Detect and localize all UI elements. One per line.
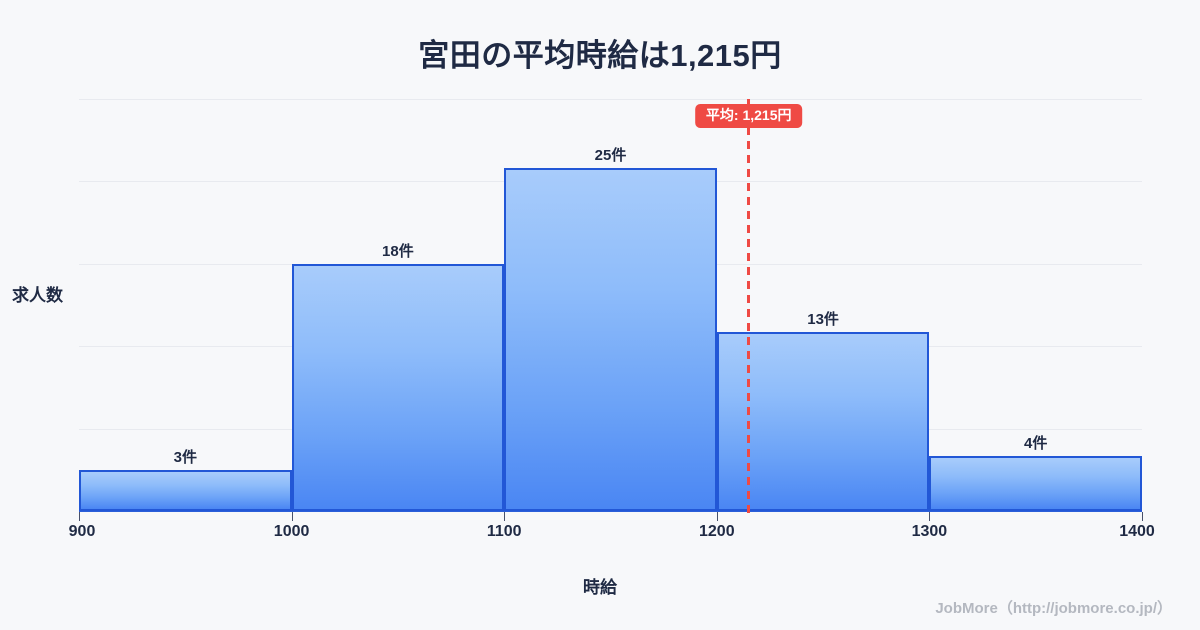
x-axis-tick-mark [929, 512, 931, 521]
average-badge: 平均: 1,215円 [694, 104, 803, 129]
bar[interactable] [291, 263, 505, 511]
bar[interactable] [929, 456, 1142, 511]
x-axis-tick-mark [716, 512, 718, 521]
average-dashed-line [747, 99, 751, 513]
footer-credit: JobMore（http://jobmore.co.jp/） [935, 600, 1172, 617]
x-axis-tick-mark [504, 512, 506, 521]
x-axis-tick-label: 1400 [1119, 523, 1155, 540]
x-axis-tick-label: 900 [68, 523, 96, 540]
bar-value-label: 13件 [807, 311, 839, 329]
bar-value-label: 18件 [382, 242, 414, 260]
gridline [79, 99, 1142, 100]
x-axis-title: 時給 [583, 578, 617, 597]
bar[interactable] [504, 167, 717, 511]
bar[interactable] [79, 469, 292, 511]
x-axis-tick-mark [79, 512, 80, 521]
bar-value-label: 25件 [594, 146, 627, 164]
chart-title: 宮田の平均時給は1,215円 [418, 38, 782, 73]
bar-value-label: 3件 [173, 448, 197, 466]
x-axis-tick-label: 1200 [699, 523, 735, 540]
x-axis-tick-mark [1142, 512, 1143, 521]
y-axis-title: 求人数 [12, 286, 63, 305]
x-axis-baseline [79, 510, 1142, 512]
x-axis-tick-label: 1300 [911, 523, 948, 540]
x-axis-tick-label: 1000 [273, 523, 310, 540]
x-axis-tick-label: 1100 [486, 523, 522, 540]
bar[interactable] [716, 332, 930, 511]
x-axis-tick-mark [291, 512, 293, 521]
bar-value-label: 4件 [1024, 435, 1048, 453]
